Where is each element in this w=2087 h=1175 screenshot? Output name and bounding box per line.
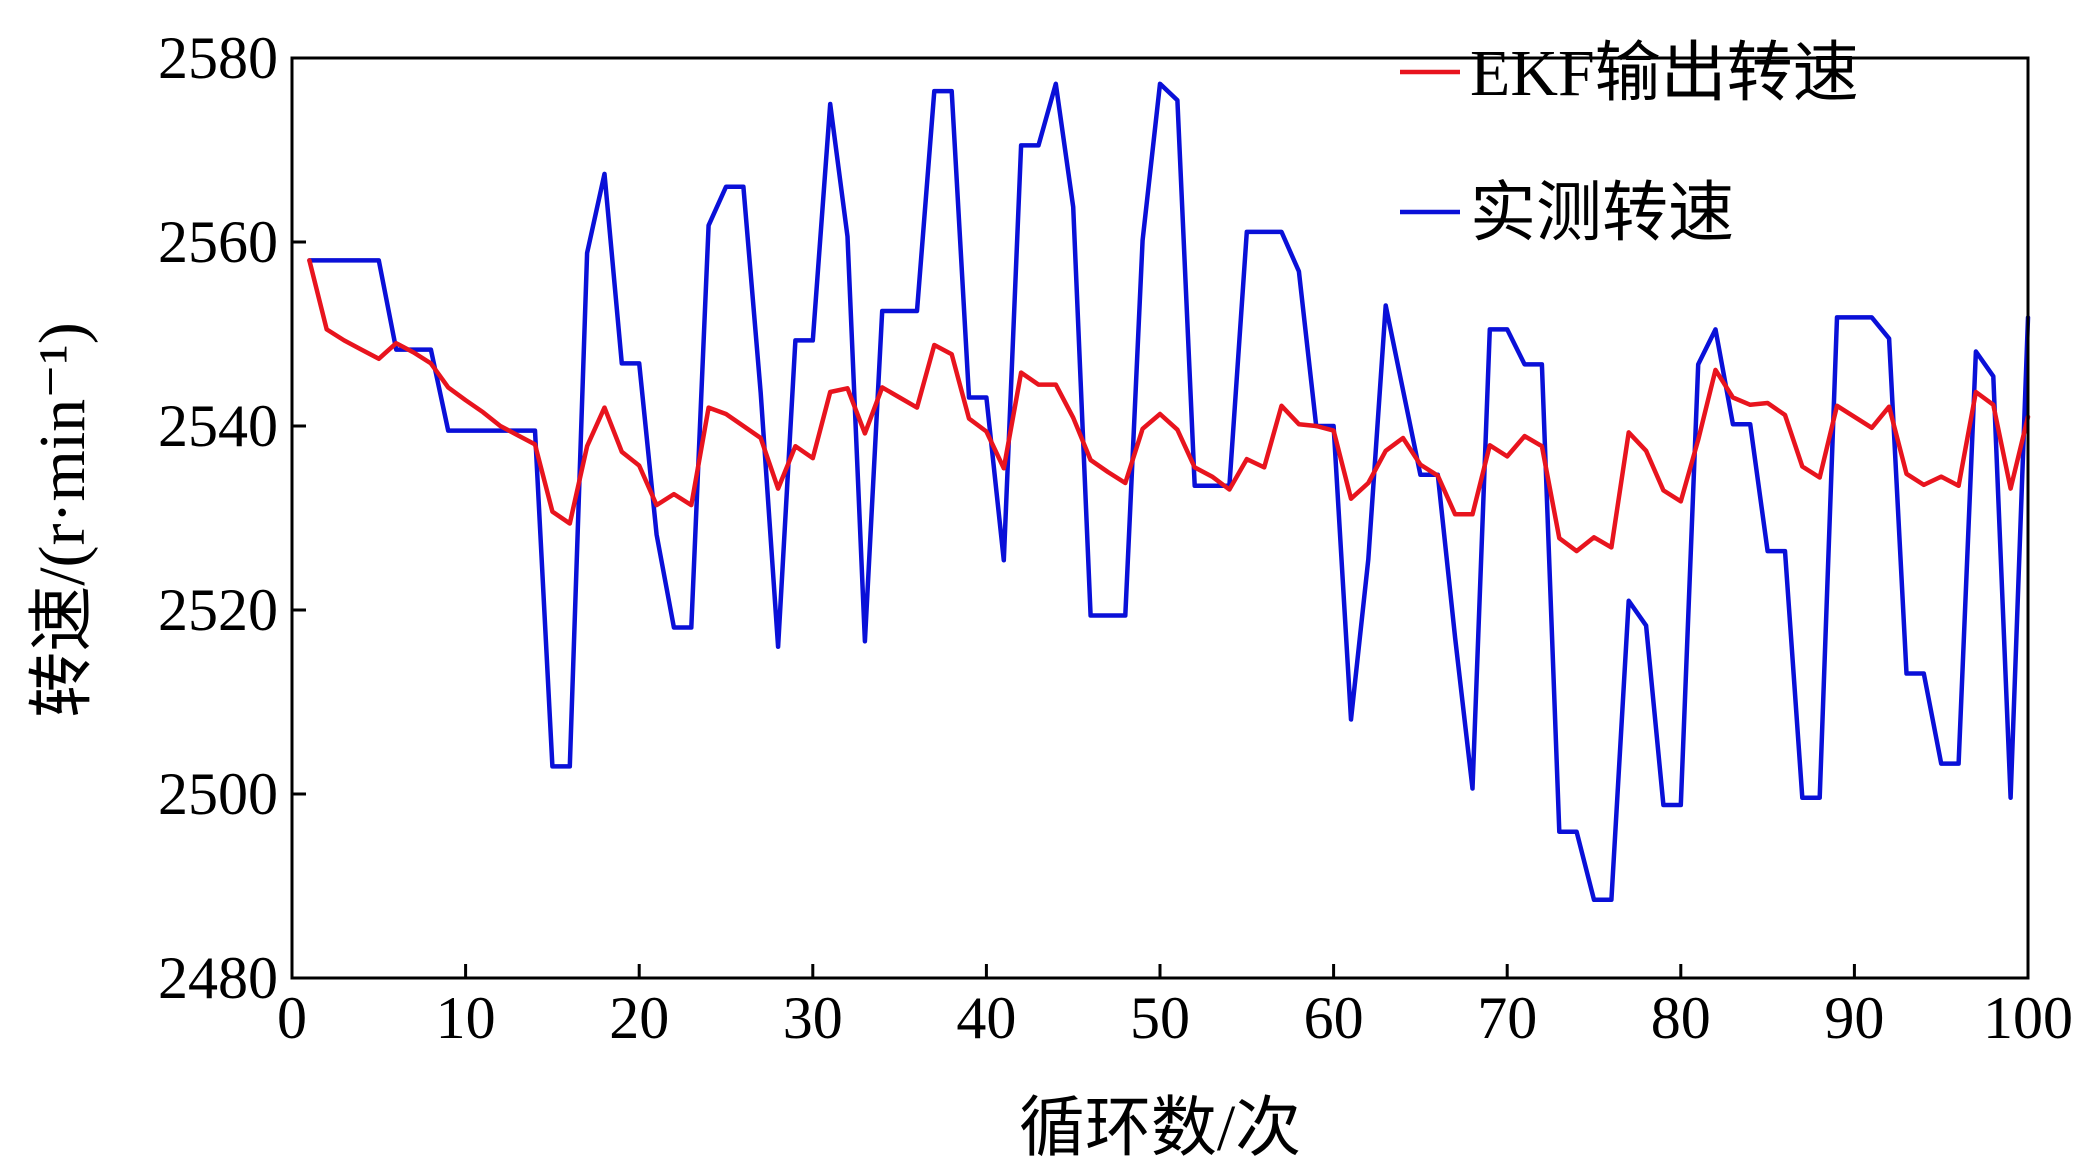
series-line-measured: [307, 81, 2031, 903]
y-axis-title: 转速/(r·min⁻¹): [26, 322, 99, 718]
series-layer: [307, 81, 2031, 903]
x-tick-label: 100: [1983, 985, 2073, 1051]
y-axis-ticks: 2480 2500 2520 2540 2560 2580: [158, 25, 306, 1011]
x-tick-label: 70: [1477, 985, 1537, 1051]
legend: EKF输出转速 实测转速: [1400, 37, 1859, 250]
y-tick-label: 2560: [158, 209, 278, 275]
x-axis-title: 循环数/次: [1019, 1092, 1301, 1165]
y-tick-label: 2580: [158, 25, 278, 91]
y-tick-label: 2540: [158, 393, 278, 459]
x-tick-label: 40: [956, 985, 1016, 1051]
x-tick-label: 90: [1824, 985, 1884, 1051]
y-tick-label: 2480: [158, 945, 278, 1011]
y-tick-label: 2520: [158, 577, 278, 643]
legend-label-measured: 实测转速: [1470, 177, 1734, 250]
x-axis-ticks: 0 10 20 30 40 50 60 70 80 90 100: [277, 964, 2073, 1051]
x-tick-label: 20: [609, 985, 669, 1051]
series-line-ekf: [307, 258, 2031, 554]
x-tick-label: 50: [1130, 985, 1190, 1051]
x-tick-label: 80: [1651, 985, 1711, 1051]
x-tick-label: 30: [783, 985, 843, 1051]
x-tick-label: 10: [436, 985, 496, 1051]
plot-frame: [290, 56, 2030, 980]
y-tick-label: 2500: [158, 761, 278, 827]
legend-label-ekf: EKF输出转速: [1470, 37, 1859, 110]
x-tick-label: 60: [1304, 985, 1364, 1051]
x-tick-label: 0: [277, 985, 307, 1051]
